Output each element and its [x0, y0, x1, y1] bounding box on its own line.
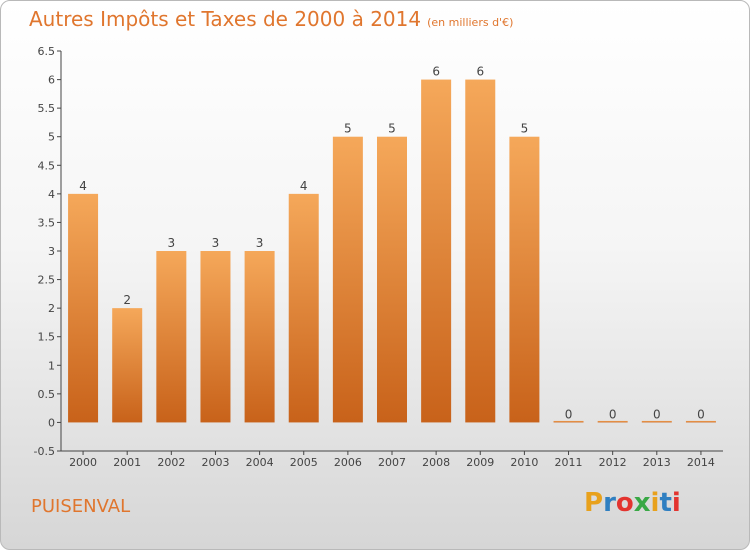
x-tick-label: 2005 — [290, 456, 318, 469]
y-tick-label: 1 — [48, 359, 55, 372]
data-label: 0 — [609, 407, 617, 421]
y-tick-label: 2.5 — [38, 274, 56, 287]
bar — [244, 251, 275, 423]
data-label: 5 — [344, 122, 352, 136]
chart-unit: (en milliers d'€) — [427, 16, 514, 29]
proxiti-logo: Proxiti — [584, 488, 681, 518]
bar — [641, 420, 672, 423]
bar — [332, 136, 363, 423]
x-tick-label: 2007 — [378, 456, 406, 469]
x-tick-label: 2012 — [599, 456, 627, 469]
y-tick-label: 4 — [48, 188, 55, 201]
x-tick-label: 2008 — [422, 456, 450, 469]
y-tick-label: 2 — [48, 302, 55, 315]
x-tick-label: 2014 — [687, 456, 715, 469]
y-tick-label: 6.5 — [38, 45, 56, 58]
data-label: 3 — [168, 236, 176, 250]
x-tick-label: 2000 — [69, 456, 97, 469]
data-label: 0 — [697, 407, 705, 421]
y-tick-label: 3 — [48, 245, 55, 258]
bar — [685, 420, 716, 423]
x-tick-label: 2006 — [334, 456, 362, 469]
y-tick-label: 0.5 — [38, 388, 56, 401]
logo-letter: r — [603, 488, 616, 518]
y-tick-label: 5 — [48, 131, 55, 144]
y-tick-label: 5.5 — [38, 102, 56, 115]
x-tick-label: 2001 — [113, 456, 141, 469]
y-tick-label: 4.5 — [38, 159, 56, 172]
data-label: 0 — [653, 407, 661, 421]
y-tick-label: 1.5 — [38, 331, 56, 344]
x-tick-label: 2004 — [246, 456, 274, 469]
y-tick-label: 3.5 — [38, 216, 56, 229]
x-tick-label: 2013 — [643, 456, 671, 469]
bar — [553, 420, 584, 423]
data-label: 3 — [256, 236, 264, 250]
bar — [288, 193, 319, 423]
bar — [156, 251, 187, 423]
y-tick-label: -0.5 — [34, 445, 55, 458]
bar — [509, 136, 540, 423]
x-tick-label: 2011 — [555, 456, 583, 469]
data-label: 3 — [212, 236, 220, 250]
logo-letter: i — [671, 488, 681, 518]
logo-letter: o — [615, 488, 634, 518]
bar — [68, 193, 99, 423]
x-tick-label: 2010 — [510, 456, 538, 469]
data-label: 4 — [79, 179, 87, 193]
x-tick-label: 2003 — [201, 456, 229, 469]
data-label: 5 — [521, 122, 529, 136]
logo-letter: x — [633, 488, 651, 518]
place-name: PUISENVAL — [31, 496, 131, 517]
data-label: 6 — [432, 65, 440, 79]
x-tick-label: 2009 — [466, 456, 494, 469]
logo-letter: P — [584, 488, 604, 518]
bar — [597, 420, 628, 423]
bar — [377, 136, 407, 423]
x-tick-label: 2002 — [157, 456, 185, 469]
data-label: 2 — [123, 293, 131, 307]
data-label: 4 — [300, 179, 308, 193]
chart-title: Autres Impôts et Taxes de 2000 à 2014 (en… — [29, 7, 513, 31]
y-tick-label: 0 — [48, 416, 55, 429]
bar — [421, 79, 452, 423]
bar — [200, 251, 231, 423]
data-label: 5 — [388, 122, 396, 136]
chart-title-text: Autres Impôts et Taxes de 2000 à 2014 — [29, 7, 422, 31]
logo-letter: t — [659, 488, 672, 518]
bar — [465, 79, 496, 423]
y-tick-label: 6 — [48, 74, 55, 87]
bar — [112, 308, 143, 423]
data-label: 6 — [476, 65, 484, 79]
data-label: 0 — [565, 407, 573, 421]
logo-letter: i — [650, 488, 660, 518]
